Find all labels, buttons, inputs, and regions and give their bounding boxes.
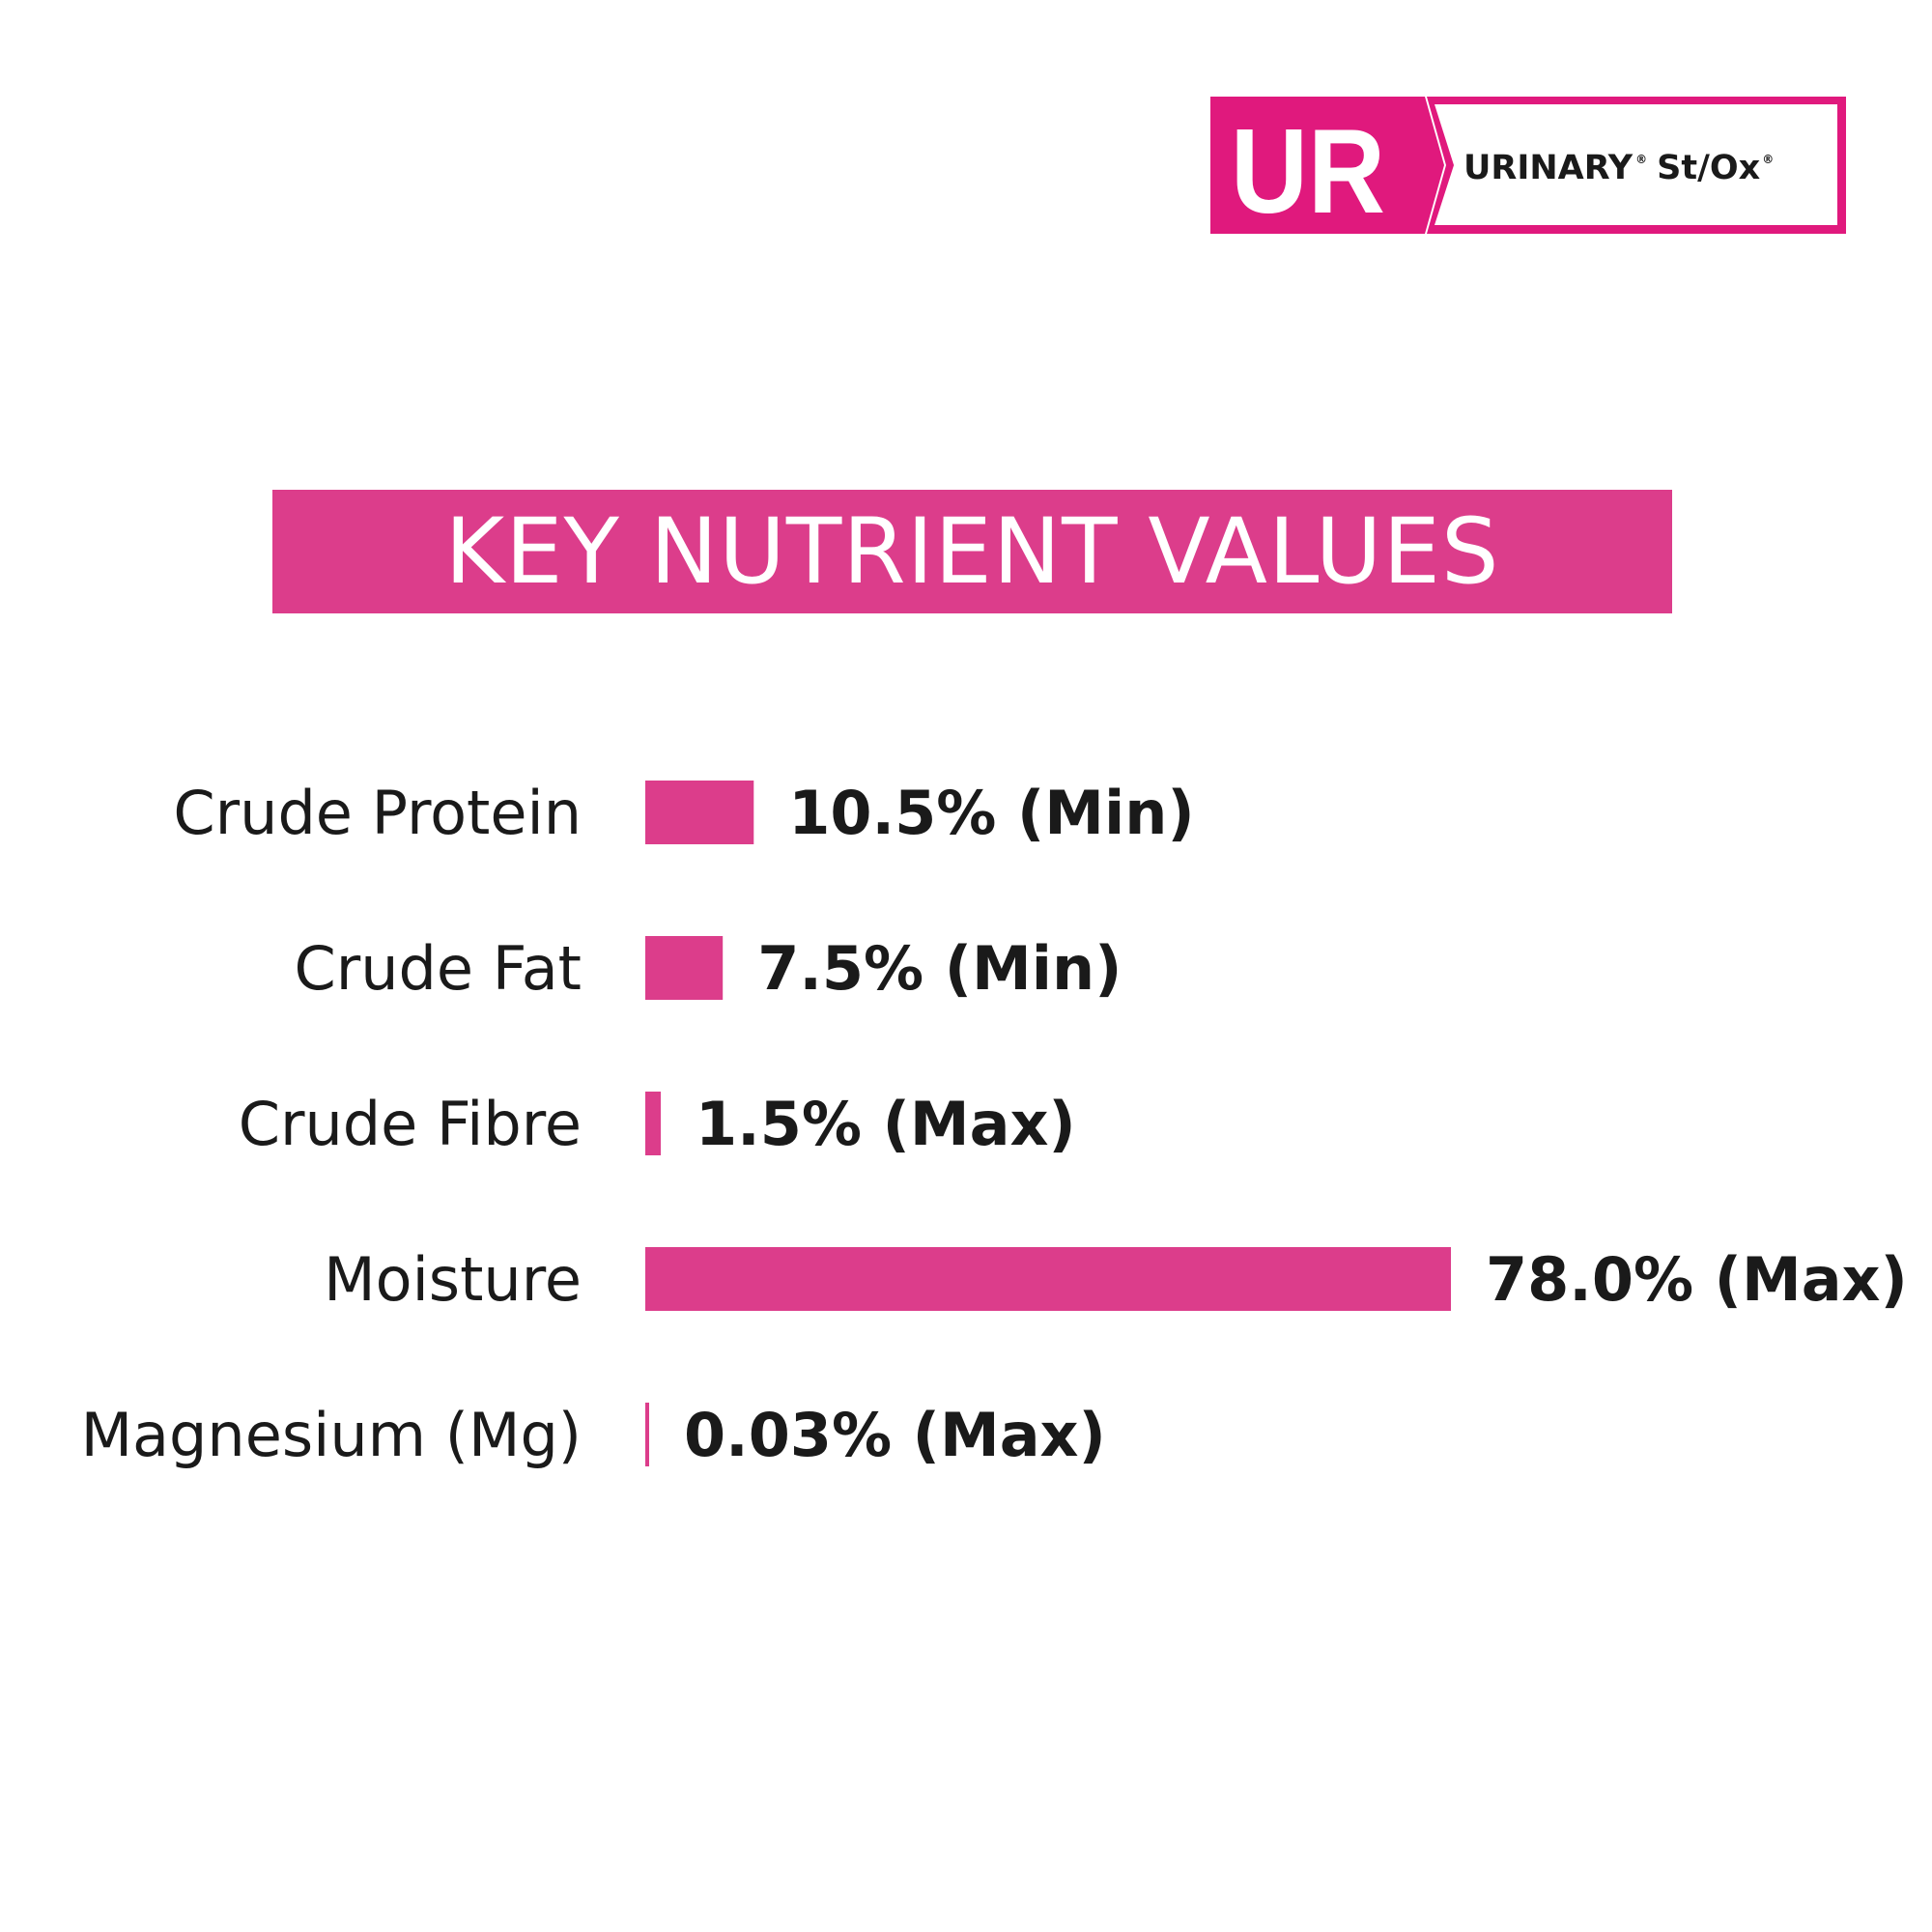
badge-name-mark: ® <box>1635 153 1647 166</box>
brand-badge: UR URINARY ® St/Ox ® <box>1210 97 1846 234</box>
bar-crude-fibre <box>645 1092 662 1155</box>
value-label-crude-fat: 7.5% (Min) <box>757 933 1122 1004</box>
value-label-crude-fibre: 1.5% (Max) <box>696 1089 1076 1159</box>
chart-title: KEY NUTRIENT VALUES <box>444 498 1500 605</box>
badge-name: URINARY ® St/Ox ® <box>1463 149 1774 187</box>
nutrient-bar-chart: Crude Protein 10.5% (Min) Crude Fat 7.5% (M… <box>81 778 1908 1470</box>
bar-magnesium-mg <box>645 1403 649 1466</box>
category-label-crude-fat: Crude Fat <box>294 933 582 1004</box>
value-label-crude-protein: 10.5% (Min) <box>788 778 1194 848</box>
badge-name-panel <box>1435 104 1837 225</box>
badge-code-panel <box>1210 97 1444 234</box>
value-label-magnesium-mg: 0.03% (Max) <box>684 1400 1106 1470</box>
category-label-crude-fibre: Crude Fibre <box>239 1089 582 1159</box>
category-label-crude-protein: Crude Protein <box>173 778 582 848</box>
bar-crude-protein <box>645 781 754 844</box>
category-label-magnesium-mg: Magnesium (Mg) <box>81 1400 582 1470</box>
bar-moisture <box>645 1247 1451 1311</box>
badge-name-text: URINARY <box>1463 149 1634 187</box>
bar-crude-fat <box>645 936 724 1000</box>
category-label-moisture: Moisture <box>324 1244 582 1315</box>
value-label-moisture: 78.0% (Max) <box>1486 1244 1908 1315</box>
badge-variant-text: St/Ox <box>1657 149 1760 187</box>
badge-variant-mark: ® <box>1762 153 1774 166</box>
title-banner: KEY NUTRIENT VALUES <box>272 490 1672 613</box>
badge-code: UR <box>1231 105 1385 234</box>
